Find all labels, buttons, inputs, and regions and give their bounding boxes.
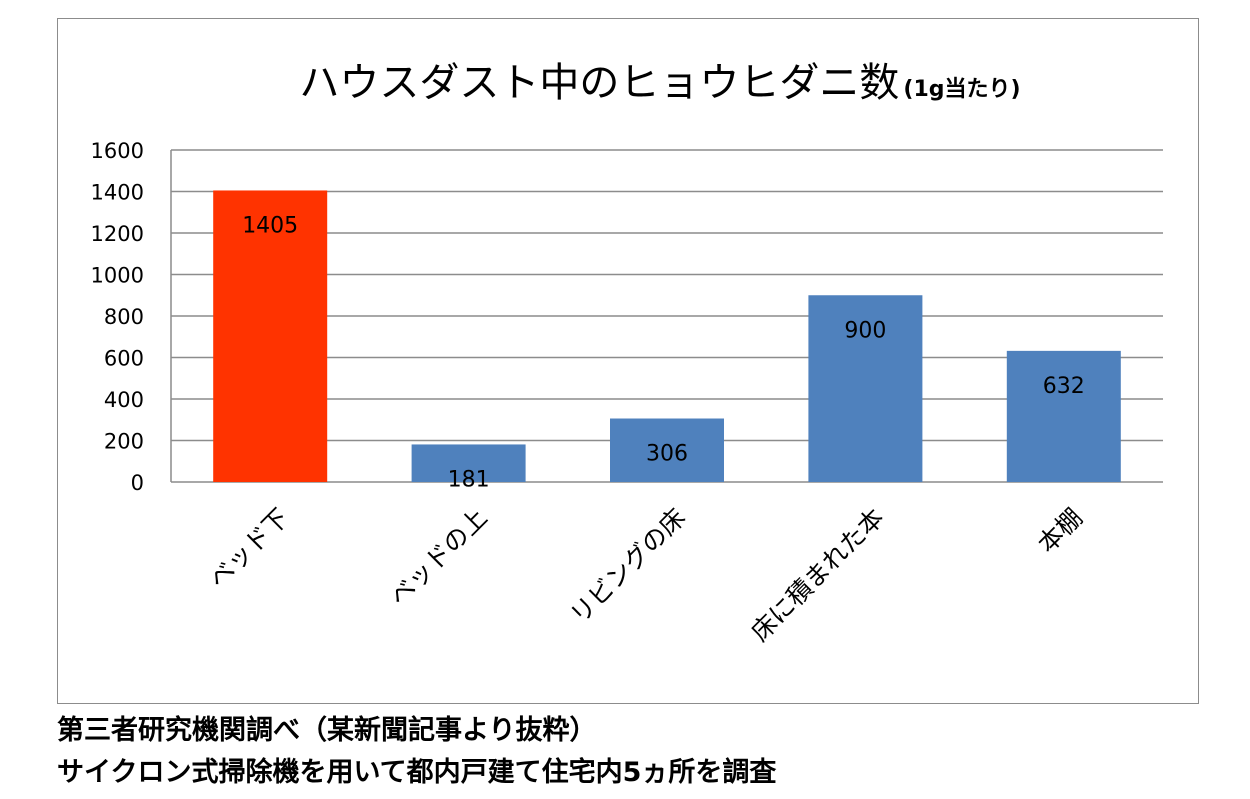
y-tick-label: 200 xyxy=(104,430,144,454)
chart-subtitle: (1g当たり) xyxy=(903,77,1020,102)
x-tick-label: リビングの床 xyxy=(565,503,692,630)
y-tick-label: 600 xyxy=(104,347,144,371)
y-tick-label: 1400 xyxy=(91,181,144,205)
data-label: 632 xyxy=(1043,374,1085,399)
x-tick-label: ベッド下 xyxy=(203,503,294,594)
x-tick-label: 本棚 xyxy=(1032,503,1088,559)
data-label: 306 xyxy=(646,442,688,467)
data-label: 900 xyxy=(844,318,886,343)
chart-title: ハウスダスト中のヒョウヒダニ数 (1g当たり) xyxy=(299,60,1020,106)
caption-method: サイクロン式掃除機を用いて都内戸建て住宅内5ヵ所を調査 xyxy=(57,757,777,788)
bar xyxy=(213,190,328,482)
y-tick-label: 1000 xyxy=(91,264,144,288)
data-label: 1405 xyxy=(242,213,298,238)
y-tick-label: 0 xyxy=(131,471,144,495)
chart-frame: ハウスダスト中のヒョウヒダニ数 (1g当たり) 0 200 400 600 800 1000… xyxy=(57,18,1199,704)
y-tick-label: 800 xyxy=(104,305,144,329)
data-labels: 1405 181 306 900 632 xyxy=(242,213,1085,492)
bars xyxy=(213,190,1121,482)
y-axis-tick-labels: 0 200 400 600 800 1000 1200 1400 1600 xyxy=(91,139,144,495)
y-tick-label: 1200 xyxy=(91,222,144,246)
bar xyxy=(1006,350,1121,482)
x-axis-tick-labels: ベッド下 ベッドの上 リビングの床 床に積まれた本 本棚 xyxy=(203,503,1088,647)
chart-title-main: ハウスダスト中のヒョウヒダニ数 xyxy=(299,60,899,106)
y-tick-label: 400 xyxy=(104,388,144,412)
data-label: 181 xyxy=(448,467,490,492)
y-tick-label: 1600 xyxy=(91,139,144,163)
bar xyxy=(411,444,526,482)
x-tick-label: ベッドの上 xyxy=(384,503,493,612)
caption-source: 第三者研究機関調べ（某新聞記事より抜粋） xyxy=(57,715,597,746)
bar xyxy=(808,295,923,482)
bar xyxy=(610,418,724,482)
x-tick-label: 床に積まれた本 xyxy=(745,503,889,647)
gridlines xyxy=(170,149,1163,483)
bar-chart: ハウスダスト中のヒョウヒダニ数 (1g当たり) 0 200 400 600 800 1000… xyxy=(91,60,1163,647)
